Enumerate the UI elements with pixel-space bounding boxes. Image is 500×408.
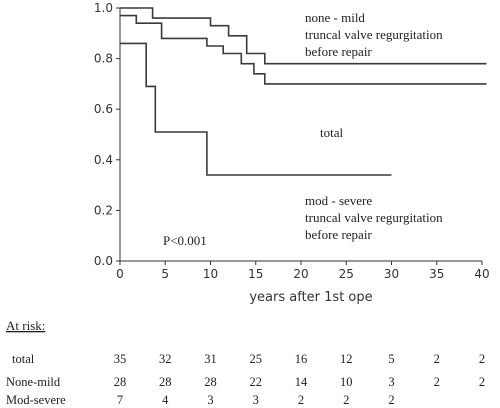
label-none-mild: none - mild truncal valve regurgitation be… <box>305 10 443 59</box>
label-line: truncal valve regurgitation <box>305 210 443 225</box>
at-risk-value: 25 <box>250 352 263 366</box>
x-tick-label: 5 <box>161 267 169 281</box>
label-line: truncal valve regurgitation <box>305 27 443 42</box>
x-tick-label: 35 <box>429 267 444 281</box>
x-tick-label: 40 <box>474 267 489 281</box>
y-tick-label: 1.0 <box>94 1 113 15</box>
label-total: total <box>320 125 343 140</box>
at-risk-value: 32 <box>159 352 172 366</box>
at-risk-value: 2 <box>479 375 485 389</box>
at-risk-value: 22 <box>250 375 263 389</box>
at-risk-value: 31 <box>204 352 217 366</box>
axes: 0 5 10 15 20 25 30 35 40 0.0 0.2 0.4 0.6 0.8 1.0 years … <box>94 1 490 305</box>
at-risk-value: 28 <box>114 375 127 389</box>
label-line: before repair <box>305 44 372 59</box>
y-tick-label: 0.6 <box>94 102 113 116</box>
at-risk-row-label: Mod-severe <box>6 393 66 407</box>
curve-mod-severe <box>120 42 392 176</box>
at-risk-value: 14 <box>295 375 308 389</box>
at-risk-value: 5 <box>388 352 394 366</box>
at-risk-value: 2 <box>298 393 304 407</box>
label-line: mod - severe <box>305 193 372 208</box>
at-risk-row-mod-severe: Mod-severe 7 4 3 3 2 2 2 <box>6 393 395 407</box>
y-tick-label: 0.2 <box>94 203 113 217</box>
y-tick-label: 0.0 <box>94 254 113 268</box>
at-risk-row-none-mild: None-mild 28 28 28 22 14 10 3 2 2 <box>6 375 485 389</box>
at-risk-value: 7 <box>117 393 123 407</box>
x-tick-label: 25 <box>339 267 354 281</box>
at-risk-title: At risk: <box>6 318 45 333</box>
at-risk-value: 2 <box>388 393 394 407</box>
at-risk-value: 2 <box>343 393 349 407</box>
curve-none-mild <box>120 7 487 65</box>
at-risk-value: 2 <box>434 352 440 366</box>
p-value-annotation: P<0.001 <box>163 233 207 248</box>
at-risk-value: 3 <box>253 393 259 407</box>
at-risk-row-label: None-mild <box>6 375 61 389</box>
label-mod-severe: mod - severe truncal valve regurgitation b… <box>305 193 443 242</box>
x-axis-label: years after 1st ope <box>249 290 372 305</box>
at-risk-row-label: total <box>12 352 35 366</box>
curve-labels: none - mild truncal valve regurgitation be… <box>163 10 443 248</box>
at-risk-value: 35 <box>114 352 127 366</box>
at-risk-value: 16 <box>295 352 308 366</box>
x-tick-label: 0 <box>116 267 124 281</box>
label-line: before repair <box>305 227 372 242</box>
at-risk-row-total: total 35 32 31 25 16 12 5 2 2 <box>12 352 485 366</box>
curve-total <box>120 14 487 85</box>
at-risk-value: 4 <box>162 393 169 407</box>
at-risk-value: 3 <box>207 393 213 407</box>
at-risk-value: 28 <box>159 375 172 389</box>
x-tick-label: 15 <box>248 267 263 281</box>
x-tick-label: 30 <box>384 267 399 281</box>
survival-curves <box>120 7 487 176</box>
at-risk-value: 3 <box>388 375 394 389</box>
label-line: total <box>320 125 343 140</box>
y-tick-label: 0.8 <box>94 52 113 66</box>
at-risk-value: 12 <box>340 352 353 366</box>
x-tick-label: 10 <box>203 267 218 281</box>
y-tick-label: 0.4 <box>94 153 113 167</box>
label-line: none - mild <box>305 10 365 25</box>
at-risk-value: 10 <box>340 375 353 389</box>
x-tick-label: 20 <box>293 267 308 281</box>
at-risk-value: 28 <box>204 375 217 389</box>
at-risk-value: 2 <box>434 375 440 389</box>
at-risk-value: 2 <box>479 352 485 366</box>
